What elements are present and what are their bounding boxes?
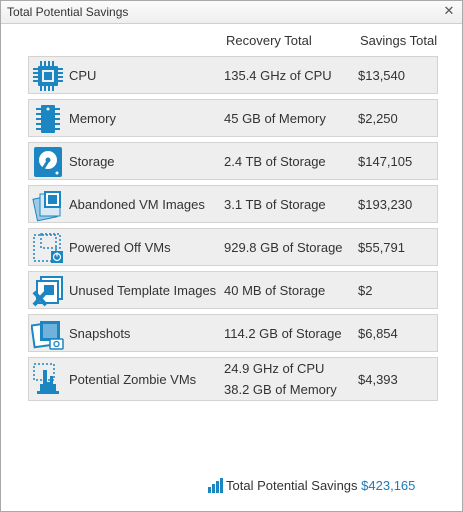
recovery-total-header: Recovery Total [226,33,312,48]
memory-icon [36,105,60,133]
row-name: Powered Off VMs [69,240,171,255]
row-recovery-cpu: 24.9 GHz of CPU [224,361,325,376]
savings-row-powered-off-vms: Powered Off VMs 929.8 GB of Storage $55,… [28,228,438,266]
row-savings: $2 [358,283,373,298]
row-savings: $147,105 [358,154,413,169]
potential-zombie-vms-icon [33,363,59,394]
total-amount: $423,165 [361,478,416,493]
row-recovery: 45 GB of Memory [224,111,326,126]
window-title: Total Potential Savings [7,5,129,19]
row-recovery: 3.1 TB of Storage [224,197,326,212]
savings-row-abandoned-vm-images: Abandoned VM Images 3.1 TB of Storage $1… [28,185,438,223]
row-name: Storage [69,154,115,169]
close-icon[interactable]: ✕ [443,3,455,18]
snapshots-icon [31,321,64,350]
row-name: Unused Template Images [69,283,217,298]
storage-icon [34,147,62,177]
total-savings-summary: Total Potential Savings $423,165 [207,477,415,493]
row-savings: $2,250 [358,111,398,126]
savings-row-storage: Storage 2.4 TB of Storage $147,105 [28,142,438,180]
row-savings: $13,540 [358,68,405,83]
row-name: Potential Zombie VMs [69,372,197,387]
cpu-icon [33,61,63,91]
abandoned-vm-images-icon [32,191,61,222]
savings-total-header: Savings Total [360,33,438,48]
row-recovery: 40 MB of Storage [224,283,326,298]
savings-row-cpu: CPU 135.4 GHz of CPU $13,540 [28,56,438,94]
title-bar: Total Potential Savings ✕ [1,1,462,24]
row-savings: $6,854 [358,326,398,341]
unused-template-images-icon [32,276,63,307]
row-recovery: 135.4 GHz of CPU [224,68,332,83]
bar-chart-icon [208,478,223,493]
row-name: Abandoned VM Images [69,197,205,212]
row-recovery-memory: 38.2 GB of Memory [224,382,337,397]
savings-row-potential-zombie-vms: Potential Zombie VMs 24.9 GHz of CPU 38.… [28,357,438,401]
row-name: CPU [69,68,97,83]
savings-row-snapshots: Snapshots 114.2 GB of Storage $6,854 [28,314,438,352]
row-recovery: 114.2 GB of Storage [224,326,342,341]
total-label: Total Potential Savings [226,478,358,493]
row-savings: $193,230 [358,197,413,212]
row-recovery: 2.4 TB of Storage [224,154,326,169]
savings-row-memory: Memory 45 GB of Memory $2,250 [28,99,438,137]
savings-row-unused-template-images: Unused Template Images 40 MB of Storage … [28,271,438,309]
row-recovery: 929.8 GB of Storage [224,240,343,255]
row-savings: $4,393 [358,372,398,387]
powered-off-vms-icon [33,233,63,263]
row-savings: $55,791 [358,240,405,255]
row-name: Memory [69,111,116,126]
row-name: Snapshots [69,326,131,341]
